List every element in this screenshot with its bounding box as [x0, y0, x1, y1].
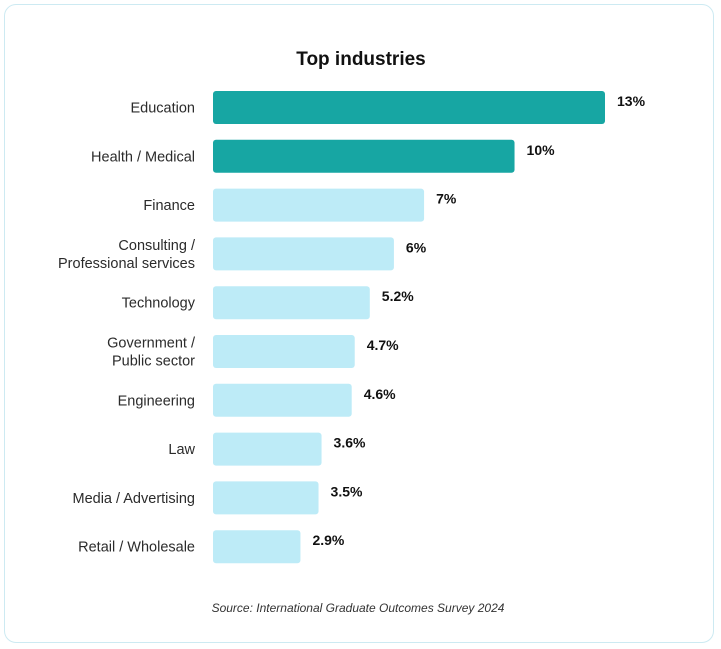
- category-label-6: Engineering: [118, 393, 195, 409]
- value-label-3: 6%: [406, 239, 427, 255]
- source-note: Source: International Graduate Outcomes …: [212, 601, 505, 615]
- bar-6: [213, 383, 352, 417]
- category-label-1: Health / Medical: [91, 149, 195, 165]
- category-label-5: Government / Public sector: [107, 336, 196, 370]
- category-label-4: Technology: [122, 296, 196, 312]
- bar-8: [213, 481, 319, 515]
- value-label-0: 13%: [617, 93, 646, 109]
- bar-7: [213, 432, 322, 466]
- bar-4: [213, 286, 370, 320]
- bar-1: [213, 139, 515, 173]
- value-label-7: 3.6%: [334, 435, 366, 451]
- bar-3: [213, 237, 394, 271]
- value-label-9: 2.9%: [312, 532, 344, 548]
- value-label-6: 4.6%: [364, 386, 396, 402]
- category-label-3: Consulting / Professional services: [58, 238, 196, 272]
- bar-0: [213, 91, 605, 124]
- bar-9: [213, 530, 301, 564]
- chart-title: Top industries: [296, 49, 425, 70]
- category-label-0: Education: [131, 101, 196, 117]
- category-label-7: Law: [168, 442, 195, 458]
- value-label-8: 3.5%: [331, 483, 363, 499]
- value-label-2: 7%: [436, 191, 457, 207]
- bars-group: Education 13% Health / Medical 10% Finance 7%…: [58, 91, 646, 564]
- bar-2: [213, 188, 425, 222]
- category-label-9: Retail / Wholesale: [78, 540, 195, 556]
- category-label-8: Media / Advertising: [72, 491, 195, 507]
- value-label-5: 4.7%: [367, 337, 399, 353]
- bar-5: [213, 335, 355, 368]
- value-label-1: 10%: [527, 142, 556, 158]
- category-label-2: Finance: [143, 198, 195, 214]
- value-label-4: 5.2%: [382, 288, 414, 304]
